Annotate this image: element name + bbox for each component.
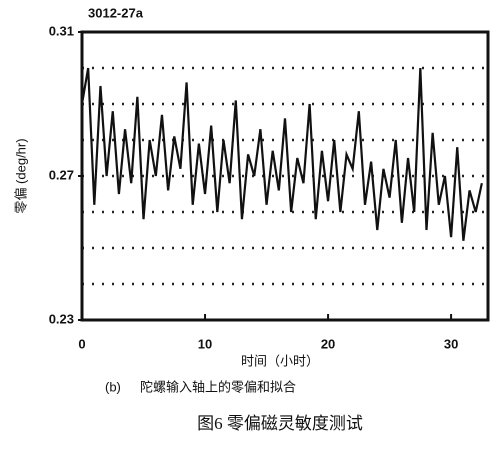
data-line xyxy=(80,67,483,241)
y-tick-label: 0.23 xyxy=(49,311,74,326)
y-axis-label: 零偏 (deg/hr) xyxy=(13,138,28,213)
plot-frame xyxy=(80,30,490,322)
x-tick-label: 30 xyxy=(444,336,458,351)
figure-caption: 图6 零偏磁灵敏度测试 xyxy=(197,414,363,433)
x-tick-label: 0 xyxy=(78,336,85,351)
x-tick-label: 20 xyxy=(321,336,335,351)
subcaption: 陀螺输入轴上的零偏和拟合 xyxy=(140,379,296,394)
chart-title: 3012-27a xyxy=(88,5,144,20)
x-tick-label: 10 xyxy=(198,336,212,351)
y-tick-label: 0.27 xyxy=(49,167,74,182)
subcaption-tag: (b) xyxy=(105,379,121,394)
x-axis-label: 时间（小时） xyxy=(241,353,319,368)
y-tick-label: 0.31 xyxy=(49,23,74,38)
